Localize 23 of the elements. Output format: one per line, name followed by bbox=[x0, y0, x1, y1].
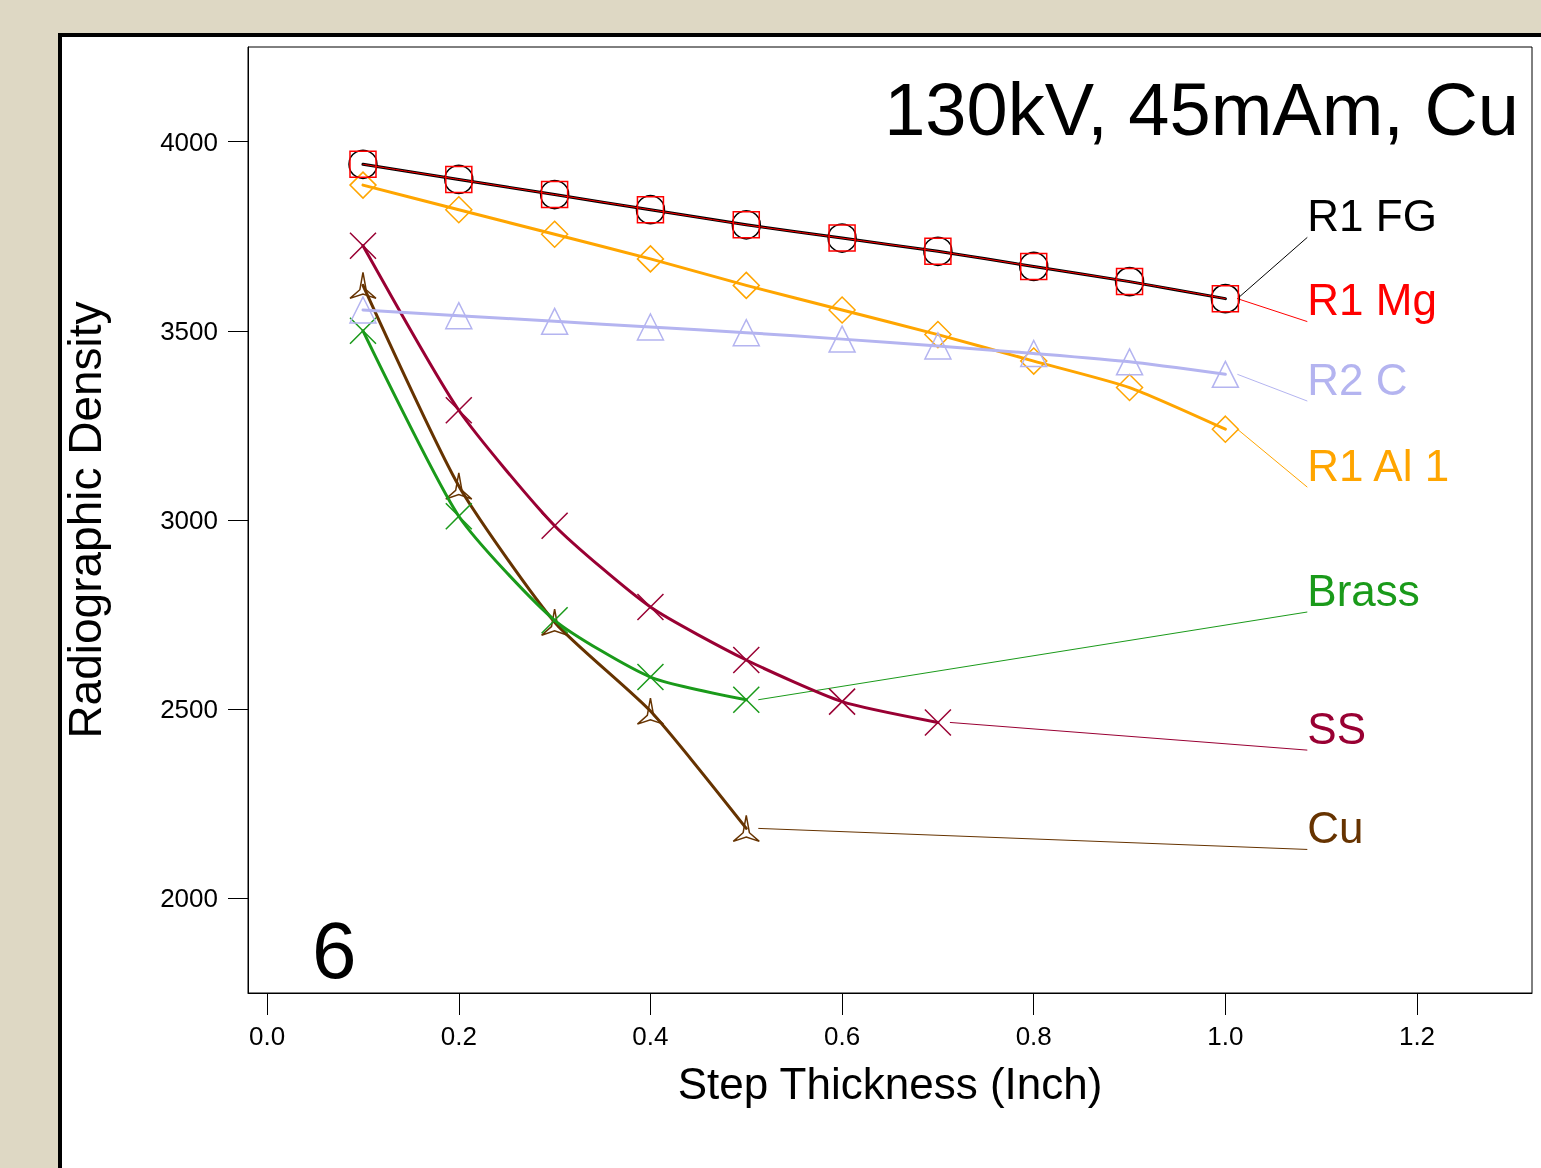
x-tick-label: 0.4 bbox=[632, 1021, 669, 1051]
legend-label: R1 Mg bbox=[1307, 275, 1437, 325]
x-tick-label: 0.6 bbox=[824, 1021, 861, 1051]
x-tick-label: 1.2 bbox=[1398, 1021, 1436, 1051]
y-tick-label: 3000 bbox=[160, 505, 218, 535]
legend-label: R1 Al 1 bbox=[1307, 440, 1450, 490]
chart-title: 130kV, 45mAm, Cu bbox=[884, 67, 1520, 151]
text: Cu bbox=[1307, 802, 1364, 852]
y-axis-title: Radiographic Density bbox=[59, 301, 111, 739]
text: Brass bbox=[1307, 565, 1420, 615]
x-tick-label: 0.0 bbox=[249, 1021, 286, 1051]
x-tick-label: 0.8 bbox=[1015, 1021, 1052, 1051]
y-tick-label: 2000 bbox=[160, 883, 218, 914]
series-label: R1 FG bbox=[1307, 190, 1437, 240]
legend-label: R2 C bbox=[1307, 354, 1408, 404]
y-tick-label: 3500 bbox=[160, 315, 218, 346]
x-tick-label: 1.0 bbox=[1207, 1021, 1244, 1051]
text: SS bbox=[1307, 703, 1366, 753]
x-tick-label: 0.2 bbox=[440, 1021, 477, 1051]
y-tick-label: 2500 bbox=[160, 694, 218, 725]
y-tick-label: 4000 bbox=[160, 126, 218, 157]
x-axis-title: Step Thickness (Inch) bbox=[677, 1058, 1103, 1108]
annotation: 6 bbox=[312, 905, 357, 995]
